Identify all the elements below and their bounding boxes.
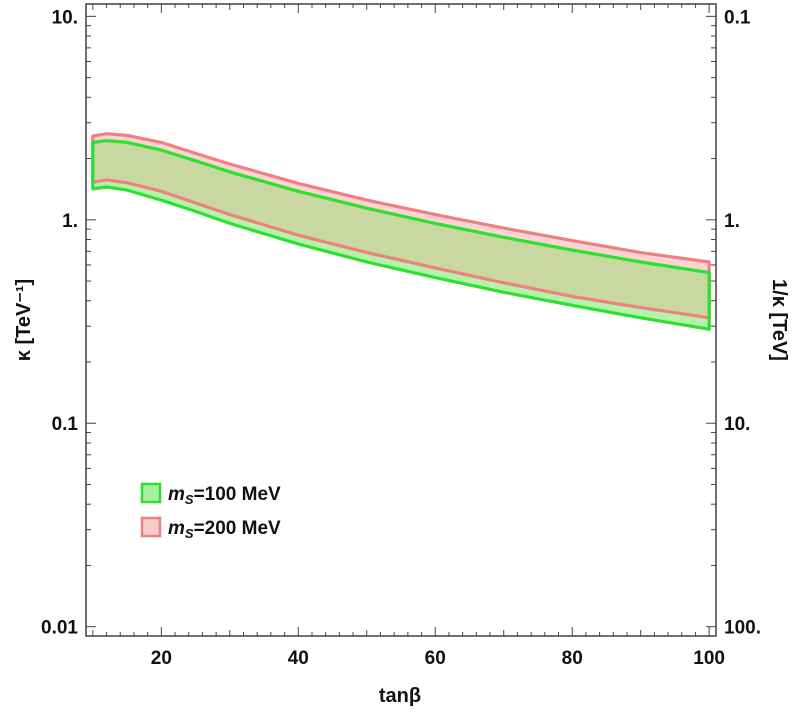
legend-label-0: mS=100 MeV <box>168 484 281 507</box>
x-axis-title: tanβ <box>379 685 421 707</box>
y2-tick-label: 10. <box>724 414 750 435</box>
plot-frame <box>85 3 717 637</box>
data-bands <box>91 132 711 331</box>
y2-axis-title: 1/κ [TeV] <box>768 279 790 361</box>
axis-ticks <box>86 4 716 636</box>
y2-tick-label: 1. <box>724 211 740 232</box>
y-tick-label: 1. <box>62 211 78 232</box>
x-tick-label: 20 <box>151 648 172 669</box>
x-tick-label: 60 <box>425 648 446 669</box>
y-tick-label: 10. <box>52 7 78 28</box>
y2-tick-label: 0.1 <box>724 7 751 28</box>
band-overlap <box>92 140 710 318</box>
band-outline-0 <box>91 139 711 331</box>
y-tick-label: 0.1 <box>52 414 79 435</box>
legend: mS=100 MeV mS=200 MeV <box>140 482 281 541</box>
y-tick-label: 0.01 <box>41 618 78 639</box>
x-tick-label: 40 <box>288 648 309 669</box>
tick-labels: 20 40 60 80 100 0.01 0.1 1. 10. 100. 10. 1. 0.1 <box>41 7 761 669</box>
x-tick-label: 80 <box>562 648 583 669</box>
legend-swatch-0 <box>140 482 162 504</box>
x-tick-label: 100 <box>693 648 725 669</box>
legend-label-1: mS=200 MeV <box>168 518 281 541</box>
y2-tick-label: 100. <box>724 618 761 639</box>
y-axis-title: κ [TeV⁻¹] <box>13 279 35 361</box>
legend-swatch-1 <box>140 516 162 538</box>
